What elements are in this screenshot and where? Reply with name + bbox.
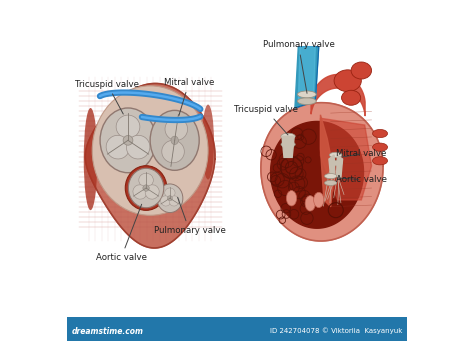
Text: dreamstime.com: dreamstime.com [72,327,144,336]
Polygon shape [85,83,215,248]
Ellipse shape [329,160,342,166]
Circle shape [167,196,173,201]
Polygon shape [298,47,315,101]
Ellipse shape [157,184,183,213]
Ellipse shape [329,152,342,158]
Text: Tricuspid valve: Tricuspid valve [75,80,139,114]
Polygon shape [271,121,364,228]
Ellipse shape [325,173,337,179]
Ellipse shape [92,86,208,215]
Ellipse shape [139,173,153,187]
Ellipse shape [298,98,316,105]
Ellipse shape [116,115,140,139]
Text: ID 242704078 © Viktoriia  Kasyanyuk: ID 242704078 © Viktoriia Kasyanyuk [270,328,402,334]
Text: Mitral valve: Mitral valve [337,149,387,158]
Ellipse shape [123,135,133,145]
Ellipse shape [286,190,297,206]
Polygon shape [320,118,372,200]
Ellipse shape [171,136,178,145]
Polygon shape [295,47,319,108]
Ellipse shape [162,140,184,163]
Ellipse shape [373,157,388,165]
Text: Mitral valve: Mitral valve [164,78,214,116]
Ellipse shape [351,62,372,79]
FancyBboxPatch shape [67,317,407,341]
Ellipse shape [334,70,361,92]
Ellipse shape [342,90,361,105]
Ellipse shape [305,196,315,211]
Ellipse shape [128,168,164,208]
Circle shape [143,185,149,191]
Text: Pulmonary valve: Pulmonary valve [263,40,335,93]
Ellipse shape [125,166,167,210]
Ellipse shape [314,192,324,208]
Ellipse shape [373,129,388,137]
Ellipse shape [133,185,147,199]
Text: Aortic valve: Aortic valve [336,175,387,184]
Ellipse shape [373,143,388,151]
Ellipse shape [161,196,171,206]
Ellipse shape [281,141,295,147]
Ellipse shape [202,105,214,180]
Ellipse shape [127,135,150,159]
Ellipse shape [106,135,129,159]
Ellipse shape [169,196,179,206]
Polygon shape [261,103,383,241]
Polygon shape [282,136,294,157]
Polygon shape [337,155,343,178]
Text: Tricuspid valve: Tricuspid valve [234,105,298,135]
Ellipse shape [84,108,97,210]
Ellipse shape [165,118,188,140]
Text: Pulmonary valve: Pulmonary valve [154,197,226,235]
Ellipse shape [145,185,159,199]
Polygon shape [320,115,334,207]
Ellipse shape [100,108,156,173]
Ellipse shape [325,180,337,185]
Ellipse shape [281,133,295,139]
Text: Aortic valve: Aortic valve [96,204,146,262]
Ellipse shape [150,110,199,170]
Polygon shape [329,155,335,178]
Ellipse shape [298,91,316,98]
Ellipse shape [165,188,175,198]
